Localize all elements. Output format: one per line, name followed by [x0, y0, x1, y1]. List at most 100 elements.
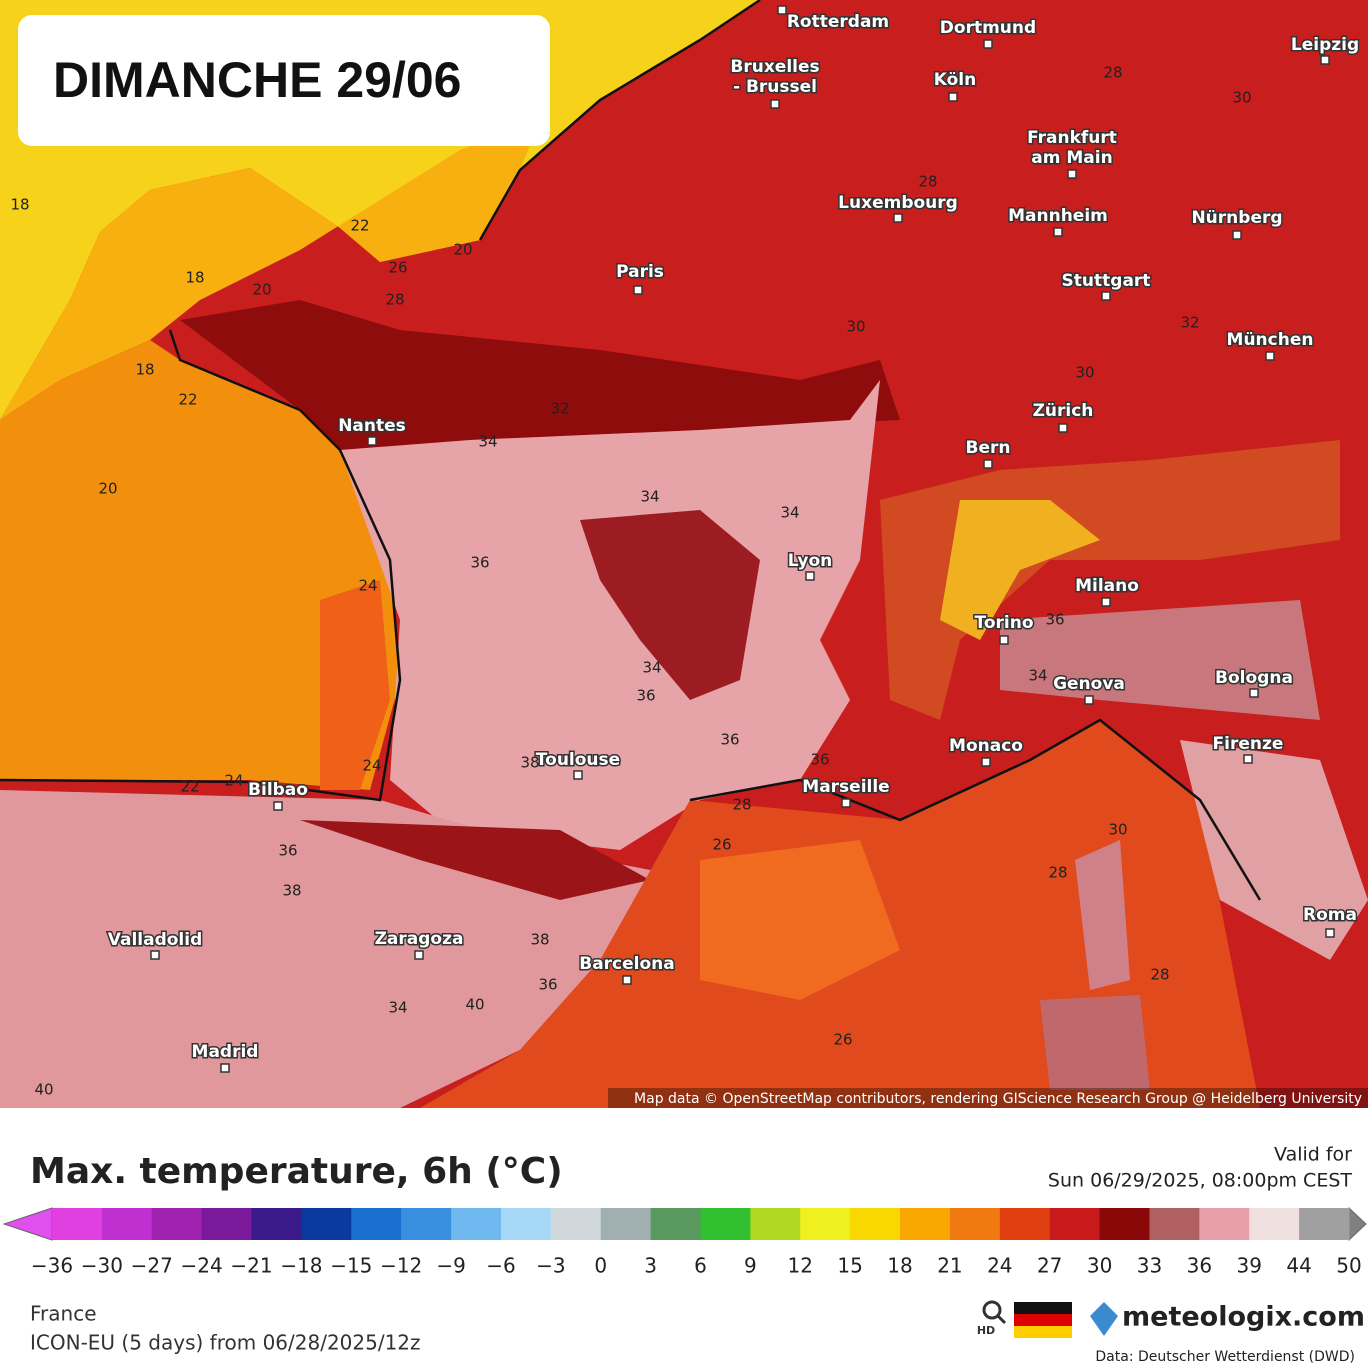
alps-cool: [940, 500, 1100, 640]
pyrenees: [300, 820, 650, 900]
north-france-band: [180, 300, 900, 450]
colorbar-swatch: [600, 1208, 652, 1240]
colorbar-swatch: [1099, 1208, 1150, 1240]
contour-labels: 18 18 18 20 20 20 22 22 22 24 24 24 26 26 26 28 28 28 28 28…: [10, 64, 1251, 1099]
colorbar-tick-label: −15: [330, 1254, 372, 1278]
city-marker: [1320, 55, 1330, 65]
contour-label: 36: [1045, 611, 1064, 629]
cities: Rotterdam Dortmund Leipzig Bruxelles- Bruss…: [106, 5, 1361, 1073]
contour-label: 18: [135, 361, 154, 379]
title: DIMANCHE 29/06: [53, 52, 461, 108]
colorbar-swatch: [251, 1208, 302, 1240]
colorbar-tick-label: 27: [1037, 1254, 1062, 1278]
colorbar-tick-label: −18: [280, 1254, 322, 1278]
city-marker: [1249, 688, 1259, 698]
contour-label: 34: [640, 488, 659, 506]
colorbar-tick-label: −6: [486, 1254, 515, 1278]
colorbar-swatch: [900, 1208, 951, 1240]
contour-label: 22: [180, 778, 199, 796]
colorbar-tick-label: −12: [380, 1254, 422, 1278]
attribution: Map data © OpenStreetMap contributors, r…: [634, 1091, 1362, 1107]
colorbar-tick-label: −3: [536, 1254, 565, 1278]
contour-label: 22: [350, 217, 369, 235]
city-marker: [841, 798, 851, 808]
colorbar-tick-label: 12: [788, 1254, 813, 1278]
brand: meteologix.com: [1122, 1302, 1365, 1333]
colorbar-swatch: [401, 1208, 452, 1240]
colorbar-swatch: [151, 1208, 203, 1240]
city-label: Luxembourg: [838, 193, 958, 213]
colorbar-end-left: [2, 1207, 53, 1241]
contour-label: 28: [1150, 966, 1169, 984]
model-run: ICON-EU (5 days) from 06/28/2025/12z: [30, 1331, 421, 1355]
city-label: Frankfurt: [1027, 128, 1117, 148]
colorbar-swatch: [500, 1208, 552, 1240]
city-label: Nantes: [338, 416, 406, 436]
colorbar-tick-label: −27: [131, 1254, 173, 1278]
city-label: Paris: [616, 262, 664, 282]
city-marker: [1053, 227, 1063, 237]
colorbar-swatch: [52, 1208, 103, 1240]
po-valley: [1000, 600, 1320, 720]
city-label: Monaco: [949, 736, 1023, 756]
france-hot-zone: [340, 380, 880, 850]
contour-label: 26: [833, 1031, 852, 1049]
colorbar-swatch: [1299, 1208, 1350, 1240]
city-marker: [893, 213, 903, 223]
city-marker: [1101, 597, 1111, 607]
colorbar-swatch: [1049, 1208, 1101, 1240]
colorbar-tick-label: 6: [694, 1254, 707, 1278]
colorbar-tick-label: 30: [1087, 1254, 1112, 1278]
contour-label: 36: [278, 842, 297, 860]
search-icon-handle: [996, 1314, 1007, 1325]
contour-label: 26: [388, 259, 407, 277]
colorbar: −36 −30 −27 −24 −21 −18 −15 −12 −9 −6 −3 0 3 6 9 12 15 18…: [2, 1206, 1367, 1278]
city-label: Milano: [1075, 576, 1139, 596]
colorbar-tick-label: −9: [436, 1254, 465, 1278]
city-marker: [770, 99, 780, 109]
yellow-orange-zone: [0, 120, 540, 420]
contour-label: 30: [1075, 364, 1094, 382]
colorbar-swatch: [700, 1208, 751, 1240]
city-marker: [273, 801, 283, 811]
contour-label: 22: [178, 391, 197, 409]
colorbar-tick-label: 33: [1137, 1254, 1162, 1278]
colorbar-swatch: [451, 1208, 502, 1240]
city-label: Mannheim: [1008, 206, 1108, 226]
city-marker: [1101, 291, 1111, 301]
city-label: Bruxelles: [730, 57, 819, 77]
city-label: Rotterdam: [787, 12, 889, 32]
city-label: Bologna: [1215, 668, 1293, 688]
colorbar-tick-label: 3: [644, 1254, 657, 1278]
city-label: Zaragoza: [375, 929, 464, 949]
attribution-bg: [608, 1088, 1368, 1108]
city-marker: [1232, 230, 1242, 240]
colorbar-tick-label: 36: [1187, 1254, 1212, 1278]
flag-black: [1014, 1302, 1072, 1314]
colorbar-tick-label: −21: [230, 1254, 272, 1278]
italy-hot: [1180, 740, 1368, 960]
contour-label: 18: [185, 269, 204, 287]
contour-label: 32: [550, 400, 569, 418]
contour-label: 30: [846, 318, 865, 336]
colorbar-swatch: [1199, 1208, 1250, 1240]
city-label: Toulouse: [536, 750, 620, 770]
valid-label: Valid for: [1274, 1144, 1352, 1166]
contour-label: 24: [362, 757, 381, 775]
colorbar-swatch: [750, 1208, 801, 1240]
contour-label: 18: [10, 196, 29, 214]
contour-label: 20: [98, 480, 117, 498]
contour-label: 40: [34, 1081, 53, 1099]
city-marker: [1058, 423, 1068, 433]
city-label: Bilbao: [248, 780, 308, 800]
contour-label: 24: [224, 772, 243, 790]
contour-label: 36: [810, 751, 829, 769]
contour-label: 30: [1232, 89, 1251, 107]
city-label: Stuttgart: [1062, 271, 1151, 291]
map: Map data © OpenStreetMap contributors, r…: [0, 0, 1368, 1108]
contour-label: 34: [780, 504, 799, 522]
contour-label: 34: [1028, 667, 1047, 685]
city-label: Valladolid: [108, 930, 203, 950]
contour-label: 36: [720, 731, 739, 749]
city-marker: [983, 39, 993, 49]
